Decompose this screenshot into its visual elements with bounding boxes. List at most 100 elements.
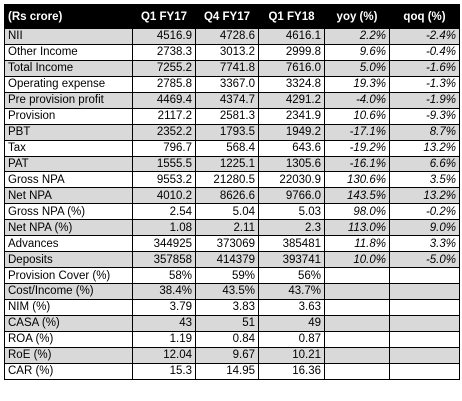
table-row: Operating expense 2785.8 3367.0 3324.8 19.3%… xyxy=(4,75,460,93)
header-q1fy18: Q1 FY18 xyxy=(258,4,325,29)
cell-yoy xyxy=(324,298,390,316)
financial-results-table-container: (Rs crore) Q1 FY17 Q4 FY17 Q1 FY18 yoy (… xyxy=(4,4,460,380)
cell-q1fy17: 12.04 xyxy=(132,346,196,364)
cell-yoy: 11.8% xyxy=(324,235,390,253)
row-label: CAR (%) xyxy=(4,362,133,380)
table-row: Tax 796.7 568.4 643.6 -19.2% 13.2% xyxy=(4,139,460,157)
cell-q1fy17: 4469.4 xyxy=(132,91,196,109)
cell-q4fy17: 3.83 xyxy=(195,298,259,316)
cell-q4fy17: 43.5% xyxy=(195,283,259,300)
cell-qoq xyxy=(389,330,460,348)
cell-q4fy17: 9.67 xyxy=(195,346,259,364)
header-qoq: qoq (%) xyxy=(389,4,460,29)
table-body: NII 4516.9 4728.6 4616.1 2.2% -2.4% Other Inco… xyxy=(4,28,460,380)
cell-q4fy17: 1225.1 xyxy=(195,155,259,173)
row-label: Total Income xyxy=(4,59,133,77)
cell-qoq: -9.3% xyxy=(389,107,460,125)
table-row: Advances 344925 373069 385481 11.8% 3.3% xyxy=(4,235,460,253)
table-row: Other Income 2738.3 3013.2 2999.8 9.6% -0.4% xyxy=(4,43,460,61)
cell-q4fy17: 0.84 xyxy=(195,330,259,348)
cell-q1fy18: 2341.9 xyxy=(258,107,325,125)
cell-q1fy17: 357858 xyxy=(132,251,196,269)
table-row: Provision 2117.2 2581.3 2341.9 10.6% -9.3% xyxy=(4,107,460,125)
cell-q1fy17: 2352.2 xyxy=(132,123,196,141)
cell-qoq: -1.9% xyxy=(389,91,460,109)
cell-q1fy17: 1.08 xyxy=(132,219,196,237)
cell-q1fy18: 5.03 xyxy=(258,203,325,221)
table-row: Provision Cover (%) 58% 59% 56% xyxy=(4,267,460,284)
cell-q4fy17: 5.04 xyxy=(195,203,259,221)
cell-q4fy17: 21280.5 xyxy=(195,171,259,189)
row-label: PBT xyxy=(4,123,133,141)
cell-q1fy18: 3324.8 xyxy=(258,75,325,93)
row-label: NIM (%) xyxy=(4,298,133,316)
cell-qoq: 6.6% xyxy=(389,155,460,173)
header-q1fy17: Q1 FY17 xyxy=(132,4,196,29)
header-unit: (Rs crore) xyxy=(4,4,133,29)
cell-q1fy18: 7616.0 xyxy=(258,59,325,77)
cell-yoy: 2.2% xyxy=(324,28,390,45)
row-label: Net NPA (%) xyxy=(4,219,133,237)
cell-qoq: 13.2% xyxy=(389,139,460,157)
table-row: Pre provision profit 4469.4 4374.7 4291.2 -4… xyxy=(4,91,460,109)
row-label: Deposits xyxy=(4,251,133,269)
cell-qoq xyxy=(389,346,460,364)
cell-q1fy17: 15.3 xyxy=(132,362,196,380)
cell-qoq xyxy=(389,267,460,284)
cell-q1fy18: 56% xyxy=(258,267,325,284)
row-label: PAT xyxy=(4,155,133,173)
cell-yoy: -17.1% xyxy=(324,123,390,141)
cell-yoy: 130.6% xyxy=(324,171,390,189)
cell-q1fy18: 2.3 xyxy=(258,219,325,237)
row-label: Pre provision profit xyxy=(4,91,133,109)
cell-q4fy17: 8626.6 xyxy=(195,187,259,205)
cell-q1fy18: 643.6 xyxy=(258,139,325,157)
cell-q4fy17: 2581.3 xyxy=(195,107,259,125)
cell-q4fy17: 51 xyxy=(195,314,259,332)
cell-q4fy17: 3367.0 xyxy=(195,75,259,93)
cell-q4fy17: 7741.8 xyxy=(195,59,259,77)
cell-q1fy18: 4291.2 xyxy=(258,91,325,109)
cell-qoq xyxy=(389,362,460,380)
cell-q1fy17: 2785.8 xyxy=(132,75,196,93)
cell-q1fy17: 796.7 xyxy=(132,139,196,157)
table-row: Total Income 7255.2 7741.8 7616.0 5.0% -1.6% xyxy=(4,59,460,77)
cell-q4fy17: 4728.6 xyxy=(195,28,259,45)
cell-q1fy18: 0.87 xyxy=(258,330,325,348)
cell-qoq: -1.6% xyxy=(389,59,460,77)
table-row: PBT 2352.2 1793.5 1949.2 -17.1% 8.7% xyxy=(4,123,460,141)
cell-yoy: 9.6% xyxy=(324,43,390,61)
cell-q1fy18: 1949.2 xyxy=(258,123,325,141)
table-row: PAT 1555.5 1225.1 1305.6 -16.1% 6.6% xyxy=(4,155,460,173)
cell-q4fy17: 2.11 xyxy=(195,219,259,237)
cell-yoy xyxy=(324,362,390,380)
cell-q1fy17: 3.79 xyxy=(132,298,196,316)
cell-q1fy17: 2.54 xyxy=(132,203,196,221)
cell-q1fy17: 1555.5 xyxy=(132,155,196,173)
cell-q1fy17: 4516.9 xyxy=(132,28,196,45)
cell-q4fy17: 3013.2 xyxy=(195,43,259,61)
cell-q1fy17: 4010.2 xyxy=(132,187,196,205)
row-label: Operating expense xyxy=(4,75,133,93)
cell-q4fy17: 373069 xyxy=(195,235,259,253)
row-label: Other Income xyxy=(4,43,133,61)
cell-q1fy18: 10.21 xyxy=(258,346,325,364)
row-label: Tax xyxy=(4,139,133,157)
cell-q4fy17: 414379 xyxy=(195,251,259,269)
table-row: Net NPA (%) 1.08 2.11 2.3 113.0% 9.0% xyxy=(4,219,460,237)
cell-yoy xyxy=(324,314,390,332)
cell-yoy: -16.1% xyxy=(324,155,390,173)
table-row: CAR (%) 15.3 14.95 16.36 xyxy=(4,362,460,380)
cell-q1fy17: 2117.2 xyxy=(132,107,196,125)
row-label: Cost/Income (%) xyxy=(4,283,133,300)
row-label: NII xyxy=(4,28,133,45)
cell-yoy: 5.0% xyxy=(324,59,390,77)
header-yoy: yoy (%) xyxy=(324,4,390,29)
table-row: CASA (%) 43 51 49 xyxy=(4,314,460,332)
table-row: ROA (%) 1.19 0.84 0.87 xyxy=(4,330,460,348)
cell-qoq xyxy=(389,283,460,300)
cell-q1fy18: 43.7% xyxy=(258,283,325,300)
cell-q4fy17: 59% xyxy=(195,267,259,284)
cell-q1fy18: 2999.8 xyxy=(258,43,325,61)
cell-q1fy18: 49 xyxy=(258,314,325,332)
